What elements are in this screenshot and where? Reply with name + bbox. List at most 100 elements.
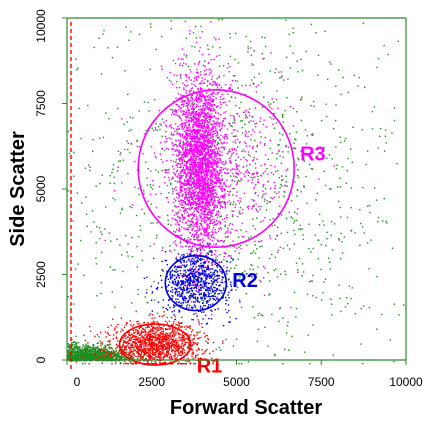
data-point [285,273,287,276]
data-point [155,337,158,340]
data-point [196,299,199,302]
data-point [188,282,190,285]
data-point [148,333,150,335]
data-point [151,330,154,332]
data-point [191,349,194,351]
data-point [205,191,207,193]
data-point [112,338,114,340]
data-point [132,363,134,365]
data-point [277,144,279,146]
data-point [170,250,172,253]
data-point [201,167,204,170]
data-point [135,329,137,331]
data-point [172,323,175,325]
data-point [121,209,123,211]
data-point [261,53,263,55]
data-point [198,139,200,142]
data-point [191,272,194,274]
data-point [106,332,109,334]
data-point [204,314,207,317]
data-point [180,94,182,96]
data-point [178,106,181,108]
data-point [199,249,202,251]
data-point [163,314,165,316]
data-point [186,198,188,200]
data-point [240,306,243,309]
data-point [200,278,202,280]
data-point [166,264,168,266]
data-point [236,80,239,82]
data-point [80,137,82,140]
data-point [177,321,180,323]
data-point [185,221,188,223]
data-point [190,272,193,274]
data-point [131,356,133,358]
data-point [253,317,256,319]
data-point [168,328,170,330]
data-point [206,169,208,171]
data-point [174,340,176,343]
data-point [120,317,123,319]
data-point [295,316,297,318]
data-point [175,271,178,273]
data-point [141,250,143,252]
data-point [169,342,172,344]
data-point [167,353,169,356]
data-point [284,191,286,193]
data-point [156,321,158,323]
data-point [278,196,280,198]
data-point [179,144,181,147]
data-point [157,352,160,355]
data-point [188,346,191,349]
data-point [312,168,314,170]
data-point [257,175,259,177]
data-point [92,138,94,141]
data-point [212,278,214,280]
data-point [268,294,270,296]
data-point [132,358,134,360]
data-point [137,349,139,351]
data-point [276,157,278,160]
data-point [163,335,166,338]
data-point [213,157,215,159]
data-point [226,168,228,171]
data-point [110,240,112,242]
data-point [234,280,236,282]
data-point [81,356,84,358]
data-point [173,345,175,347]
data-point [190,90,192,92]
data-point [189,269,192,271]
data-point [120,355,123,357]
data-point [182,299,185,302]
data-point [180,326,182,329]
data-point [144,339,147,341]
data-point [269,70,271,72]
data-point [171,291,173,293]
data-point [200,292,202,295]
data-point [214,280,216,282]
data-point [206,267,209,270]
data-point [331,158,333,160]
data-point [158,356,160,358]
data-point [206,302,208,304]
data-point [136,266,139,268]
data-point [79,350,81,353]
data-point [77,350,79,352]
data-point [197,101,199,103]
data-point [212,46,214,48]
data-point [90,356,92,358]
data-point [120,362,122,364]
data-point [67,296,69,298]
data-point [164,362,167,364]
data-point [95,347,97,350]
data-point [165,354,167,356]
data-point [186,174,188,176]
data-point [151,188,154,190]
data-point [167,333,169,336]
data-point [221,276,224,279]
data-point [177,283,179,286]
data-point [87,104,89,107]
data-point [144,350,146,353]
data-point [168,336,170,338]
data-point [206,174,208,177]
